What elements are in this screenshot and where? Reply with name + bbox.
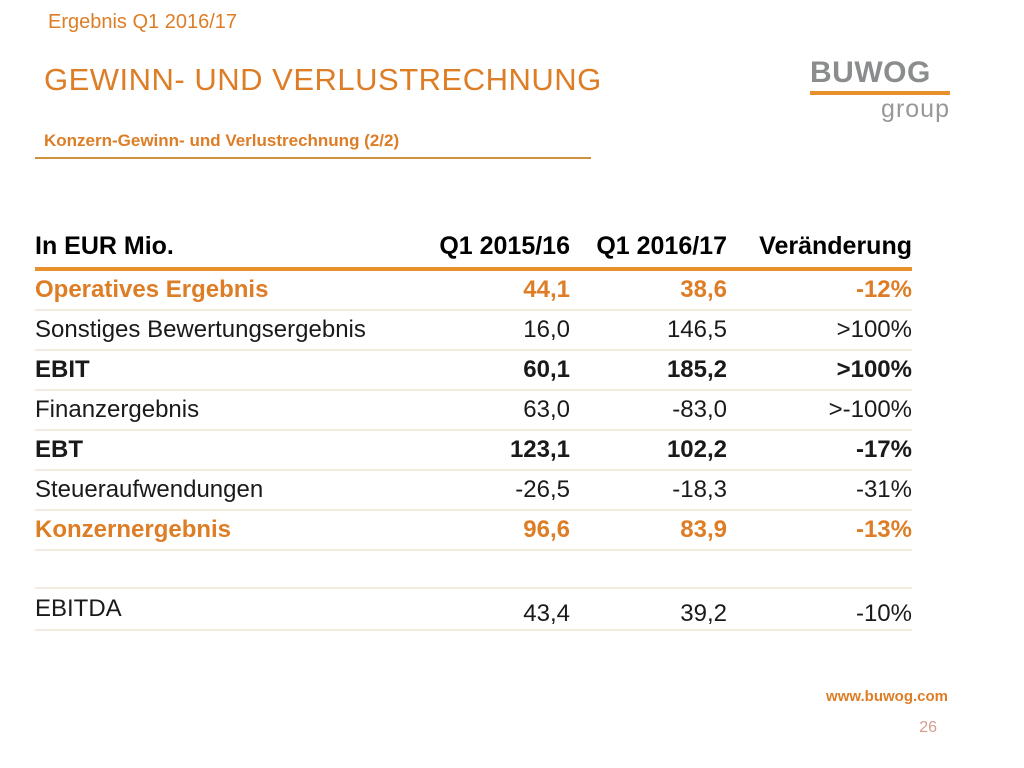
table-section-spacer: [35, 551, 912, 587]
col-header-veraenderung: Veränderung: [759, 232, 912, 260]
table-row-sonstiges-bewertungsergebnis: Sonstiges Bewertungsergebnis 16,0 146,5 …: [35, 311, 912, 351]
profit-loss-table: In EUR Mio. Q1 2015/16 Q1 2016/17 Veränd…: [35, 226, 912, 631]
value-change: -31%: [855, 476, 912, 503]
value-change: >100%: [836, 316, 912, 343]
col-header-unit: In EUR Mio.: [35, 232, 174, 260]
row-label: EBT: [35, 436, 83, 463]
value-q1-2016-17: 83,9: [680, 516, 727, 543]
table-row-ebitda: EBITDA 43,4 39,2 -10%: [35, 587, 912, 631]
value-change: -10%: [855, 600, 912, 627]
value-q1-2015-16: 44,1: [523, 276, 570, 303]
value-q1-2015-16: 60,1: [523, 356, 570, 383]
header-rule: [35, 267, 912, 271]
col-header-q1-2015-16: Q1 2015/16: [439, 232, 570, 260]
value-q1-2015-16: 16,0: [523, 316, 570, 343]
footer-url[interactable]: www.buwog.com: [826, 688, 948, 705]
row-label: Sonstiges Bewertungsergebnis: [35, 316, 366, 343]
logo-wordmark: BUWOG: [810, 56, 931, 89]
value-q1-2016-17: 185,2: [666, 356, 727, 383]
row-label: EBITDA: [35, 595, 122, 622]
row-label: Operatives Ergebnis: [35, 276, 269, 303]
row-label: EBIT: [35, 356, 90, 383]
value-q1-2016-17: -83,0: [672, 396, 727, 423]
page-title: GEWINN- UND VERLUSTRECHNUNG: [44, 62, 602, 97]
value-q1-2016-17: 146,5: [666, 316, 727, 343]
value-q1-2016-17: 38,6: [680, 276, 727, 303]
table-row-konzernergebnis: Konzernergebnis 96,6 83,9 -13%: [35, 511, 912, 551]
value-q1-2015-16: 63,0: [523, 396, 570, 423]
value-q1-2015-16: 123,1: [509, 436, 570, 463]
row-label: Konzernergebnis: [35, 516, 232, 543]
value-change: >-100%: [828, 396, 912, 423]
subtitle-underline: [35, 157, 591, 159]
table-row-finanzergebnis: Finanzergebnis 63,0 -83,0 >-100%: [35, 391, 912, 431]
logo-rule: [810, 91, 950, 95]
slide-kicker: Ergebnis Q1 2016/17: [48, 11, 238, 33]
value-q1-2016-17: 102,2: [666, 436, 727, 463]
table-row-ebit: EBIT 60,1 185,2 >100%: [35, 351, 912, 391]
table-row-steueraufwendungen: Steueraufwendungen -26,5 -18,3 -31%: [35, 471, 912, 511]
table-row-ebt: EBT 123,1 102,2 -17%: [35, 431, 912, 471]
table-header-row: In EUR Mio. Q1 2015/16 Q1 2016/17 Veränd…: [35, 226, 912, 267]
section-subtitle: Konzern-Gewinn- und Verlustrechnung (2/2…: [44, 131, 400, 150]
logo-tagline: group: [881, 95, 950, 123]
row-label: Steueraufwendungen: [35, 476, 264, 503]
page-number: 26: [919, 719, 937, 736]
value-q1-2015-16: 96,6: [523, 516, 570, 543]
value-change: >100%: [836, 356, 912, 383]
value-q1-2015-16: -26,5: [515, 476, 570, 503]
value-change: -13%: [855, 516, 912, 543]
buwog-logo: BUWOG group: [810, 58, 950, 122]
value-q1-2015-16: 43,4: [523, 600, 570, 627]
table-row-operatives-ergebnis: Operatives Ergebnis 44,1 38,6 -12%: [35, 271, 912, 311]
row-label: Finanzergebnis: [35, 396, 200, 423]
col-header-q1-2016-17: Q1 2016/17: [596, 232, 727, 260]
value-q1-2016-17: -18,3: [672, 476, 727, 503]
value-q1-2016-17: 39,2: [680, 600, 727, 627]
value-change: -12%: [855, 276, 912, 303]
value-change: -17%: [855, 436, 912, 463]
